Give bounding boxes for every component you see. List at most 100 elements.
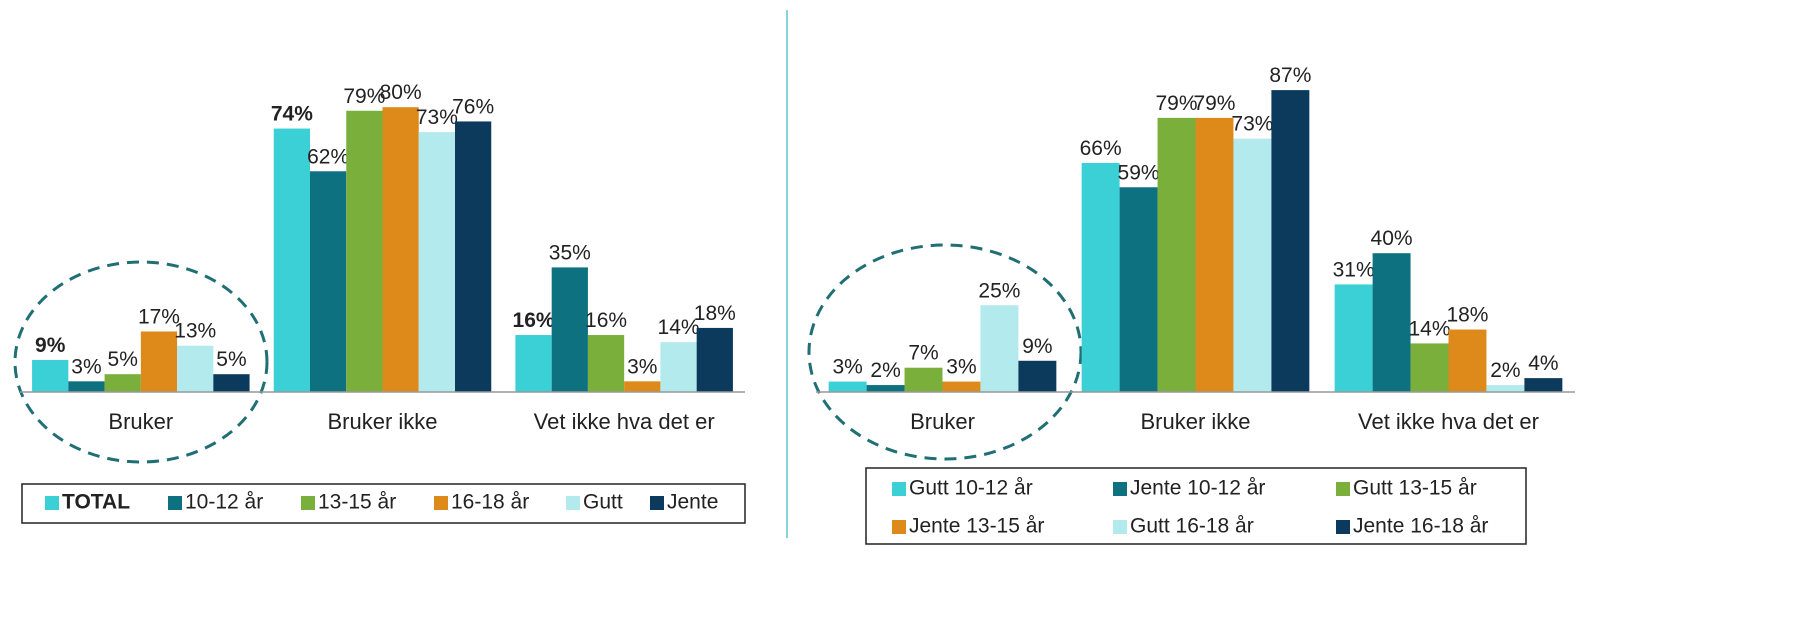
bar	[68, 381, 105, 392]
bar	[828, 381, 867, 392]
bar	[382, 107, 419, 392]
legend-label: Jente 13-15 år	[909, 515, 1044, 538]
value-label: 79%	[343, 85, 385, 108]
legend-swatch	[1113, 520, 1127, 534]
value-label: 62%	[307, 145, 349, 168]
value-label: 2%	[870, 359, 900, 382]
value-label: 25%	[978, 279, 1020, 302]
category-label: Vet ikke hva det er	[534, 409, 715, 434]
bar	[213, 374, 250, 392]
bar	[1271, 90, 1310, 393]
bar	[455, 121, 492, 392]
bar	[1334, 284, 1373, 392]
category-label: Bruker ikke	[327, 409, 437, 434]
value-label: 13%	[174, 320, 216, 343]
bar	[1448, 329, 1487, 392]
bar	[1195, 117, 1234, 393]
legend-swatch	[1336, 520, 1350, 534]
legend-swatch	[892, 520, 906, 534]
bar	[32, 359, 69, 392]
value-label: 66%	[1080, 137, 1122, 160]
value-label: 3%	[627, 355, 657, 378]
value-label: 3%	[71, 355, 101, 378]
value-label: 35%	[549, 241, 591, 264]
value-label: 18%	[1446, 304, 1488, 327]
value-label: 17%	[138, 305, 180, 328]
value-label: 76%	[452, 95, 494, 118]
bar	[1119, 187, 1158, 392]
legend-swatch	[434, 496, 448, 510]
bar	[660, 342, 697, 392]
value-label: 16%	[513, 309, 555, 332]
highlight-ellipse	[13, 260, 269, 464]
bar	[310, 171, 347, 392]
legend-swatch	[566, 496, 580, 510]
legend-label: TOTAL	[62, 491, 130, 514]
legend-box	[21, 483, 746, 524]
bar	[346, 110, 383, 392]
legend-label: 13-15 år	[318, 491, 396, 514]
bar	[1372, 253, 1411, 392]
legend-box	[865, 467, 1527, 545]
bar	[1410, 343, 1449, 392]
bar	[904, 367, 943, 392]
bar	[980, 305, 1019, 392]
category-label: Bruker	[910, 409, 975, 434]
bar	[551, 267, 588, 392]
bar	[418, 132, 455, 392]
bar	[1233, 138, 1272, 392]
bar	[515, 335, 552, 392]
value-label: 3%	[946, 356, 976, 379]
legend-swatch	[168, 496, 182, 510]
legend-swatch	[892, 482, 906, 496]
bar	[1157, 117, 1196, 393]
value-label: 9%	[1022, 335, 1052, 358]
highlight-ellipse	[807, 243, 1083, 461]
bar	[177, 345, 214, 392]
value-label: 80%	[380, 81, 422, 104]
legend-label: Gutt 16-18 år	[1130, 515, 1254, 538]
bar	[696, 327, 733, 392]
value-label: 9%	[35, 334, 66, 357]
bar	[104, 374, 141, 392]
value-label: 14%	[1409, 317, 1451, 340]
legend-label: Jente 16-18 år	[1353, 515, 1488, 538]
value-label: 87%	[1269, 64, 1311, 87]
legend-swatch	[1336, 482, 1350, 496]
value-label: 4%	[1528, 352, 1558, 375]
bar	[1486, 385, 1525, 392]
bar	[866, 385, 905, 392]
category-label: Bruker ikke	[1140, 409, 1250, 434]
value-label: 14%	[658, 316, 700, 339]
legend-label: Gutt 13-15 år	[1353, 477, 1477, 500]
legend-label: 16-18 år	[451, 491, 529, 514]
bar	[1524, 378, 1563, 392]
value-label: 59%	[1118, 161, 1160, 184]
legend-label: Gutt 10-12 år	[909, 477, 1033, 500]
value-label: 73%	[416, 106, 458, 129]
value-label: 74%	[271, 103, 313, 126]
legend-label: 10-12 år	[185, 491, 263, 514]
value-label: 79%	[1156, 92, 1198, 115]
legend-swatch	[650, 496, 664, 510]
value-label: 5%	[216, 348, 246, 371]
value-label: 79%	[1193, 92, 1235, 115]
category-label: Vet ikke hva det er	[1358, 409, 1539, 434]
legend-swatch	[301, 496, 315, 510]
bar	[140, 331, 178, 392]
value-label: 7%	[908, 342, 938, 365]
legend-swatch	[45, 496, 59, 510]
category-label: Bruker	[108, 409, 173, 434]
bar	[273, 128, 310, 392]
bar	[1018, 360, 1057, 392]
value-label: 2%	[1490, 359, 1520, 382]
value-label: 3%	[832, 356, 862, 379]
bar	[1081, 162, 1120, 392]
value-label: 40%	[1371, 227, 1413, 250]
value-label: 5%	[108, 348, 138, 371]
legend-label: Gutt	[583, 491, 623, 514]
bar	[624, 381, 661, 392]
legend-label: Jente 10-12 år	[1130, 477, 1265, 500]
value-label: 18%	[694, 302, 736, 325]
